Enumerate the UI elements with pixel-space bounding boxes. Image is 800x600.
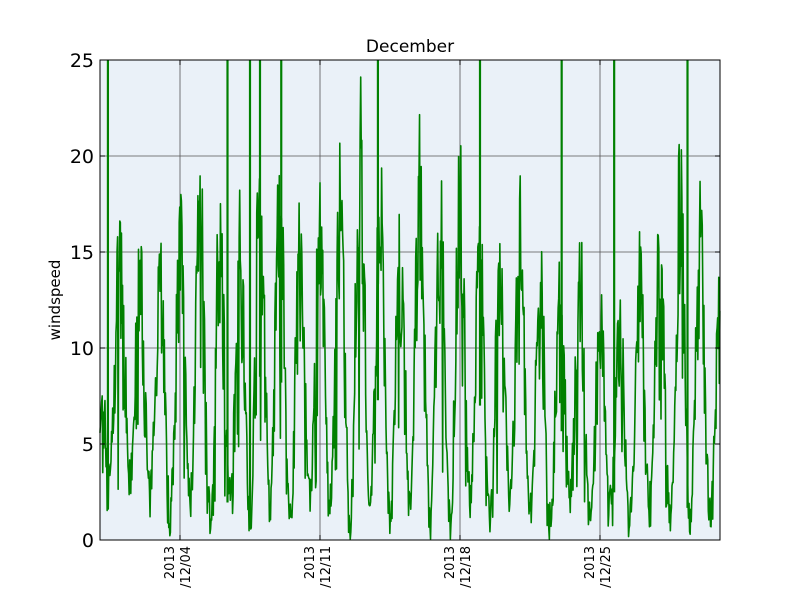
y-tick-label: 10 [70,338,94,360]
x-tick-label: 2013/12/11 [303,546,334,588]
y-axis-label: windspeed [46,260,64,341]
chart-title: December [366,37,454,57]
x-tick-label-year: 2013 [163,546,178,579]
grid [100,60,720,540]
x-tick-label-date: /12/04 [179,546,194,588]
y-tick-label: 15 [70,242,94,264]
x-tick-label-year: 2013 [303,546,318,579]
x-tick-label-year: 2013 [443,546,458,579]
plot-frame [99,59,721,541]
y-tick-label: 25 [70,50,94,72]
y-tick-label: 20 [70,146,94,168]
x-tick-label: 2013/12/18 [443,546,474,588]
y-tick-label: 0 [82,530,94,552]
x-tick-label-year: 2013 [583,546,598,579]
x-tick-label: 2013/12/04 [163,546,194,588]
x-tick-label-date: /12/25 [599,546,614,588]
x-tick-label-date: /12/18 [459,546,474,588]
x-tick-label: 2013/12/25 [583,546,614,588]
x-tick-label-date: /12/11 [319,546,334,588]
y-tick-label: 5 [82,434,94,456]
series-line [99,76,721,540]
series-layer [99,60,721,540]
